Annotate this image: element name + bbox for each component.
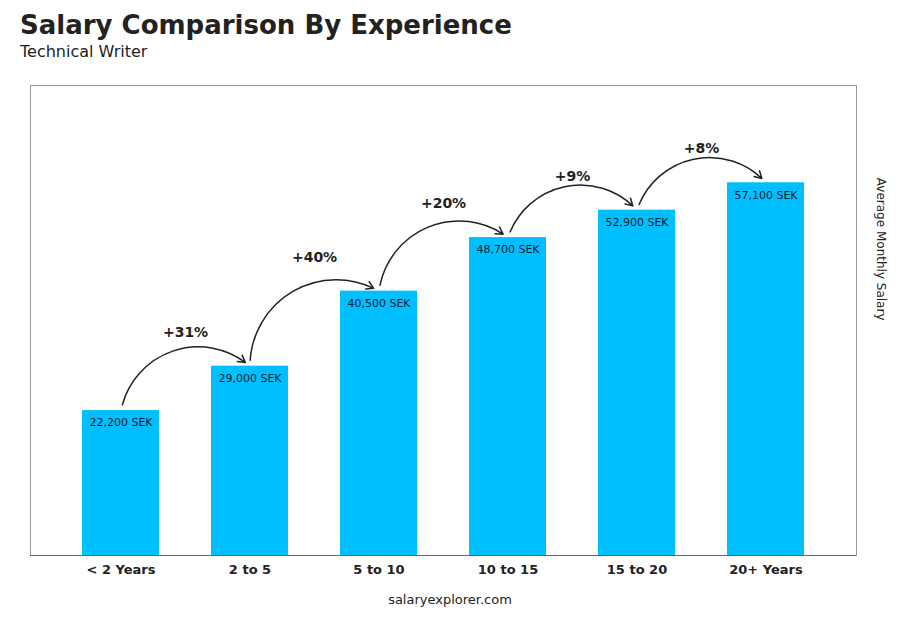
svg-text:48,700 SEK: 48,700 SEK: [476, 243, 540, 256]
svg-text:+20%: +20%: [421, 195, 466, 211]
svg-text:< 2 Years: < 2 Years: [87, 562, 156, 577]
svg-text:20+ Years: 20+ Years: [729, 562, 803, 577]
svg-text:40,500 SEK: 40,500 SEK: [347, 297, 411, 310]
svg-text:2 to 5: 2 to 5: [229, 562, 271, 577]
svg-text:+8%: +8%: [684, 140, 720, 156]
svg-text:+9%: +9%: [555, 168, 591, 184]
svg-text:5 to 10: 5 to 10: [353, 562, 404, 577]
svg-text:10 to 15: 10 to 15: [478, 562, 538, 577]
svg-text:+31%: +31%: [163, 324, 208, 340]
svg-text:57,100 SEK: 57,100 SEK: [734, 189, 798, 202]
html-text:Salary Comparison By Experienc: Salary Comparison By Experience: [20, 10, 512, 40]
html-text:Technical Writer: Technical Writer: [20, 42, 148, 61]
svg-text:Average Monthly Salary: Average Monthly Salary: [874, 178, 888, 321]
svg-text:22,200 SEK: 22,200 SEK: [89, 416, 153, 429]
html-text:salaryexplorer.com: salaryexplorer.com: [388, 592, 512, 607]
svg-text:+40%: +40%: [292, 249, 337, 265]
svg-text:52,900 SEK: 52,900 SEK: [605, 216, 669, 229]
svg-text:29,000 SEK: 29,000 SEK: [218, 372, 282, 385]
svg-text:15 to 20: 15 to 20: [607, 562, 667, 577]
